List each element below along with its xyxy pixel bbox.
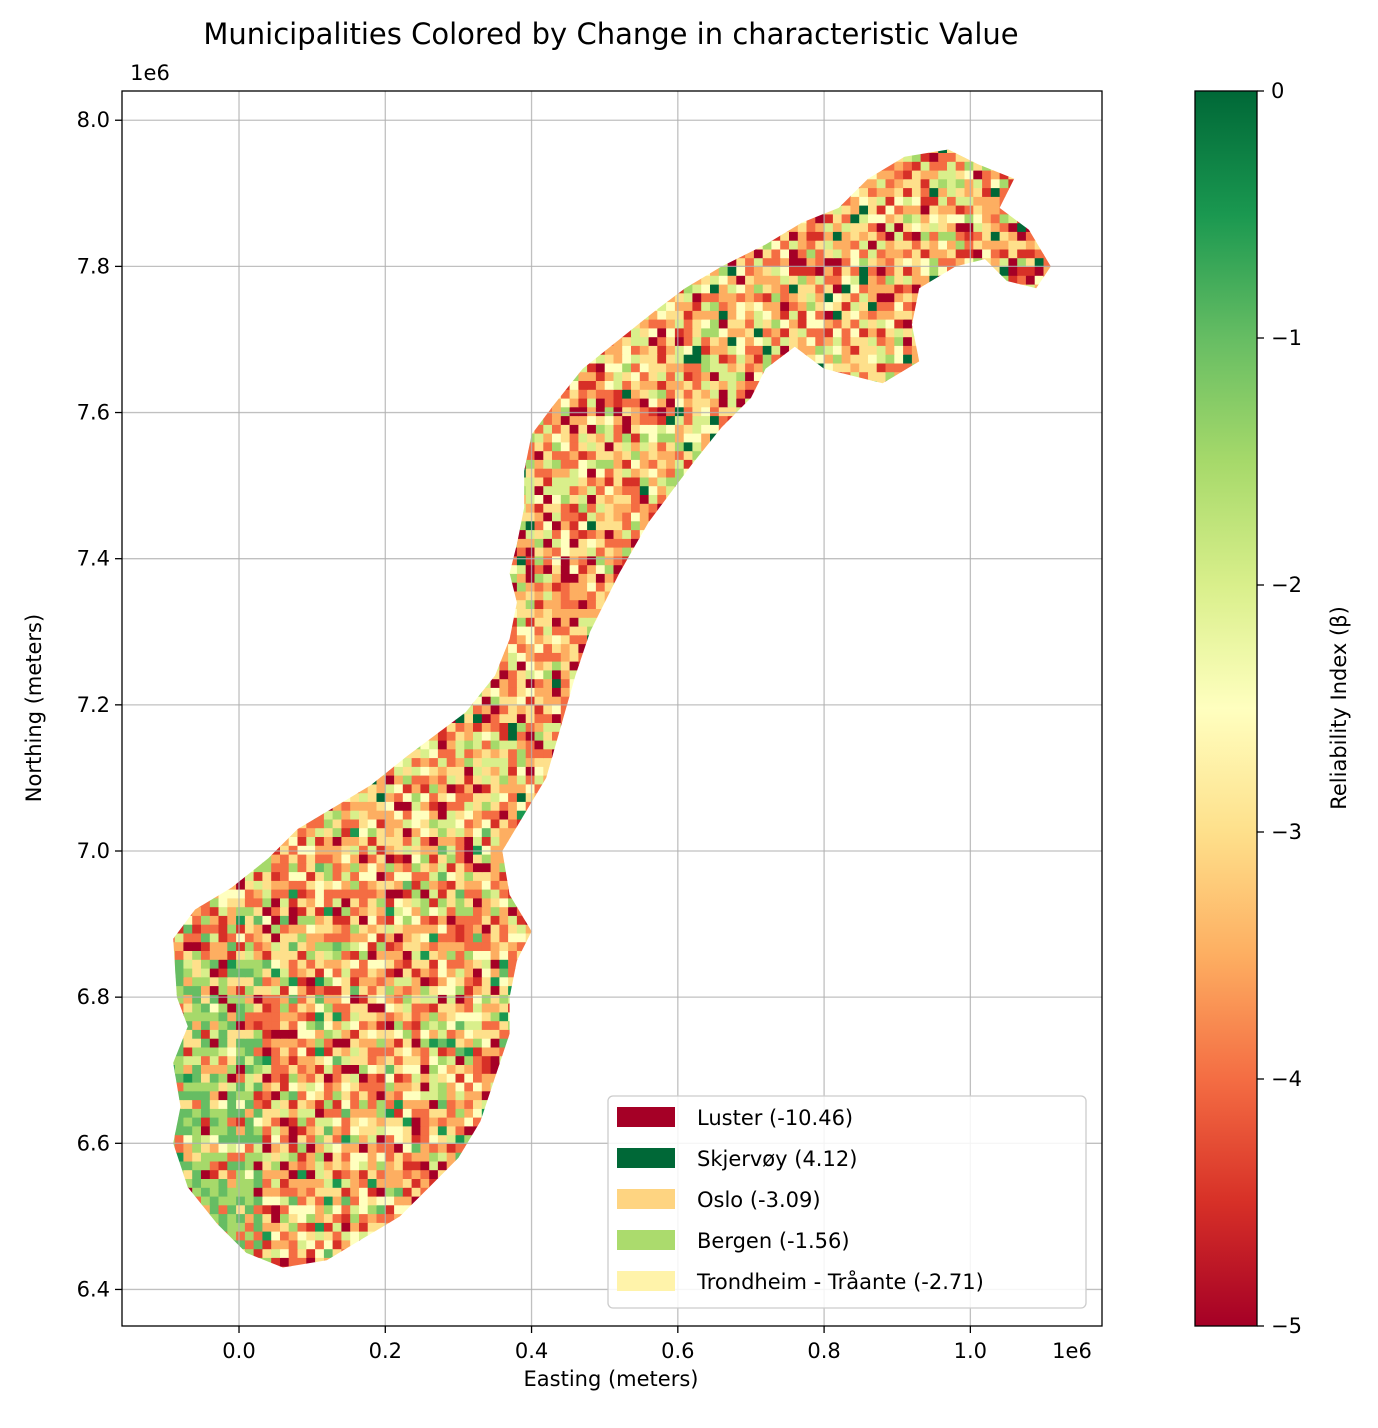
legend-swatch xyxy=(617,1107,675,1127)
legend-swatch xyxy=(617,1271,675,1291)
colorbar-tick-label: 0 xyxy=(1271,79,1284,103)
legend-label: Bergen (-1.56) xyxy=(697,1229,850,1253)
colorbar-tick-label: −3 xyxy=(1271,820,1302,844)
legend-swatch xyxy=(617,1148,675,1168)
y-tick-label: 7.0 xyxy=(77,839,110,863)
x-offset-label: 1e6 xyxy=(1052,1339,1092,1363)
colorbar-tick-label: −4 xyxy=(1271,1067,1302,1091)
colorbar xyxy=(1194,90,1258,1327)
x-tick-label: 0.2 xyxy=(369,1339,402,1363)
legend-swatch xyxy=(617,1189,675,1209)
legend-swatch xyxy=(617,1230,675,1250)
y-tick-label: 6.8 xyxy=(77,985,110,1009)
x-tick-label: 0.8 xyxy=(807,1339,840,1363)
y-tick-label: 7.6 xyxy=(77,401,110,425)
legend-label: Skjervøy (4.12) xyxy=(697,1147,857,1171)
y-tick-label: 7.8 xyxy=(77,254,110,278)
y-tick-label: 7.2 xyxy=(77,693,110,717)
x-axis-label: Easting (meters) xyxy=(524,1367,699,1391)
y-offset-label: 1e6 xyxy=(130,61,170,85)
y-tick-label: 7.4 xyxy=(77,547,110,571)
legend-box xyxy=(607,1095,1087,1309)
y-axis-ticks: 6.4 6.6 6.8 7.0 7.2 7.4 7.6 7.8 8.0 xyxy=(77,108,122,1301)
y-tick-label: 6.6 xyxy=(77,1131,110,1155)
x-tick-label: 0.0 xyxy=(222,1339,255,1363)
x-tick-label: 0.4 xyxy=(515,1339,548,1363)
colorbar-tick-label: −1 xyxy=(1271,326,1302,350)
plot-frame xyxy=(121,90,1103,1327)
legend-label: Luster (-10.46) xyxy=(697,1106,853,1130)
colorbar-tick-label: −5 xyxy=(1271,1314,1302,1338)
y-tick-label: 8.0 xyxy=(77,108,110,132)
y-tick-label: 6.4 xyxy=(77,1277,110,1301)
chart-title: Municipalities Colored by Change in char… xyxy=(203,17,1018,51)
x-tick-label: 1.0 xyxy=(954,1339,987,1363)
x-tick-label: 0.6 xyxy=(661,1339,694,1363)
colorbar-tick-label: −2 xyxy=(1271,573,1302,597)
legend-label: Trondheim - Tråante (-2.71) xyxy=(696,1269,984,1294)
legend: Luster (-10.46) Skjervøy (4.12) Oslo (-3.0… xyxy=(607,1095,1087,1309)
colorbar-label: Reliability Index (β) xyxy=(1327,606,1351,810)
legend-label: Oslo (-3.09) xyxy=(697,1188,821,1212)
colorbar-ticks: 0 −1 −2 −3 −4 −5 xyxy=(1257,79,1302,1338)
x-axis-ticks: 0.0 0.2 0.4 0.6 0.8 1.0 xyxy=(222,1326,987,1363)
y-axis-label: Northing (meters) xyxy=(22,614,46,802)
